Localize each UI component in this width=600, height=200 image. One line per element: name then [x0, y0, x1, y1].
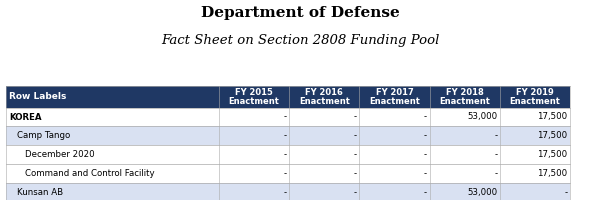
Text: 53,000: 53,000 — [467, 188, 497, 197]
Text: Fact Sheet on Section 2808 Funding Pool: Fact Sheet on Section 2808 Funding Pool — [161, 34, 439, 47]
Text: 17,500: 17,500 — [538, 169, 568, 178]
Text: 17,500: 17,500 — [538, 131, 568, 140]
Text: -: - — [424, 131, 427, 140]
Text: December 2020: December 2020 — [25, 150, 95, 159]
Text: -: - — [354, 131, 357, 140]
Text: Camp Tango: Camp Tango — [17, 131, 70, 140]
Text: KOREA: KOREA — [9, 112, 41, 121]
Text: Enactment: Enactment — [299, 97, 350, 106]
Text: 17,500: 17,500 — [538, 112, 568, 121]
Text: -: - — [284, 150, 287, 159]
Text: Department of Defense: Department of Defense — [200, 6, 400, 20]
Text: FY 2018: FY 2018 — [446, 88, 484, 97]
Text: -: - — [424, 150, 427, 159]
Text: -: - — [424, 188, 427, 197]
Text: Enactment: Enactment — [509, 97, 560, 106]
Text: Kunsan AB: Kunsan AB — [17, 188, 63, 197]
Text: -: - — [424, 169, 427, 178]
Text: FY 2016: FY 2016 — [305, 88, 343, 97]
Text: FY 2015: FY 2015 — [235, 88, 273, 97]
Text: -: - — [284, 131, 287, 140]
Text: Row Labels: Row Labels — [9, 92, 67, 101]
Text: -: - — [424, 112, 427, 121]
Text: FY 2017: FY 2017 — [376, 88, 413, 97]
Text: -: - — [565, 188, 568, 197]
Text: -: - — [354, 112, 357, 121]
Text: -: - — [354, 188, 357, 197]
Text: FY 2019: FY 2019 — [516, 88, 554, 97]
Text: Command and Control Facility: Command and Control Facility — [25, 169, 155, 178]
Text: -: - — [354, 150, 357, 159]
Text: 17,500: 17,500 — [538, 150, 568, 159]
Text: -: - — [494, 169, 497, 178]
Text: -: - — [284, 112, 287, 121]
Text: -: - — [354, 169, 357, 178]
Text: -: - — [284, 188, 287, 197]
Text: Enactment: Enactment — [369, 97, 420, 106]
Text: Enactment: Enactment — [229, 97, 280, 106]
Text: 53,000: 53,000 — [467, 112, 497, 121]
Text: -: - — [494, 150, 497, 159]
Text: -: - — [284, 169, 287, 178]
Text: -: - — [494, 131, 497, 140]
Text: Enactment: Enactment — [439, 97, 490, 106]
